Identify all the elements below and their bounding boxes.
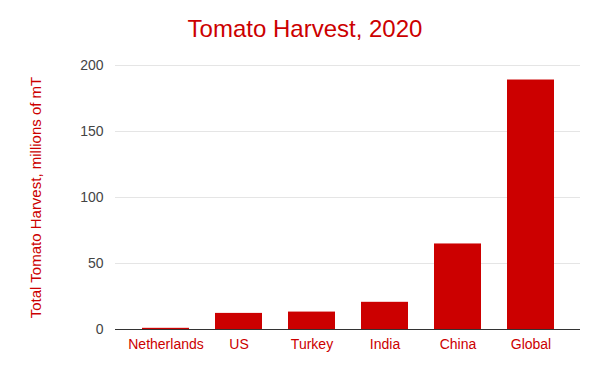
svg-text:0: 0: [96, 321, 104, 337]
svg-text:India: India: [370, 336, 401, 352]
svg-text:100: 100: [80, 189, 104, 205]
svg-text:Global: Global: [511, 336, 551, 352]
svg-text:China: China: [440, 336, 477, 352]
svg-text:US: US: [229, 336, 248, 352]
svg-text:150: 150: [80, 123, 104, 139]
svg-text:Turkey: Turkey: [291, 336, 333, 352]
svg-text:50: 50: [88, 255, 104, 271]
svg-text:Netherlands: Netherlands: [128, 336, 204, 352]
svg-text:Total Tomato Harvest, millions: Total Tomato Harvest, millions of mT: [27, 77, 44, 318]
svg-text:200: 200: [80, 57, 104, 73]
html-text:Tomato Harvest, 2020: Tomato Harvest, 2020: [187, 15, 423, 42]
